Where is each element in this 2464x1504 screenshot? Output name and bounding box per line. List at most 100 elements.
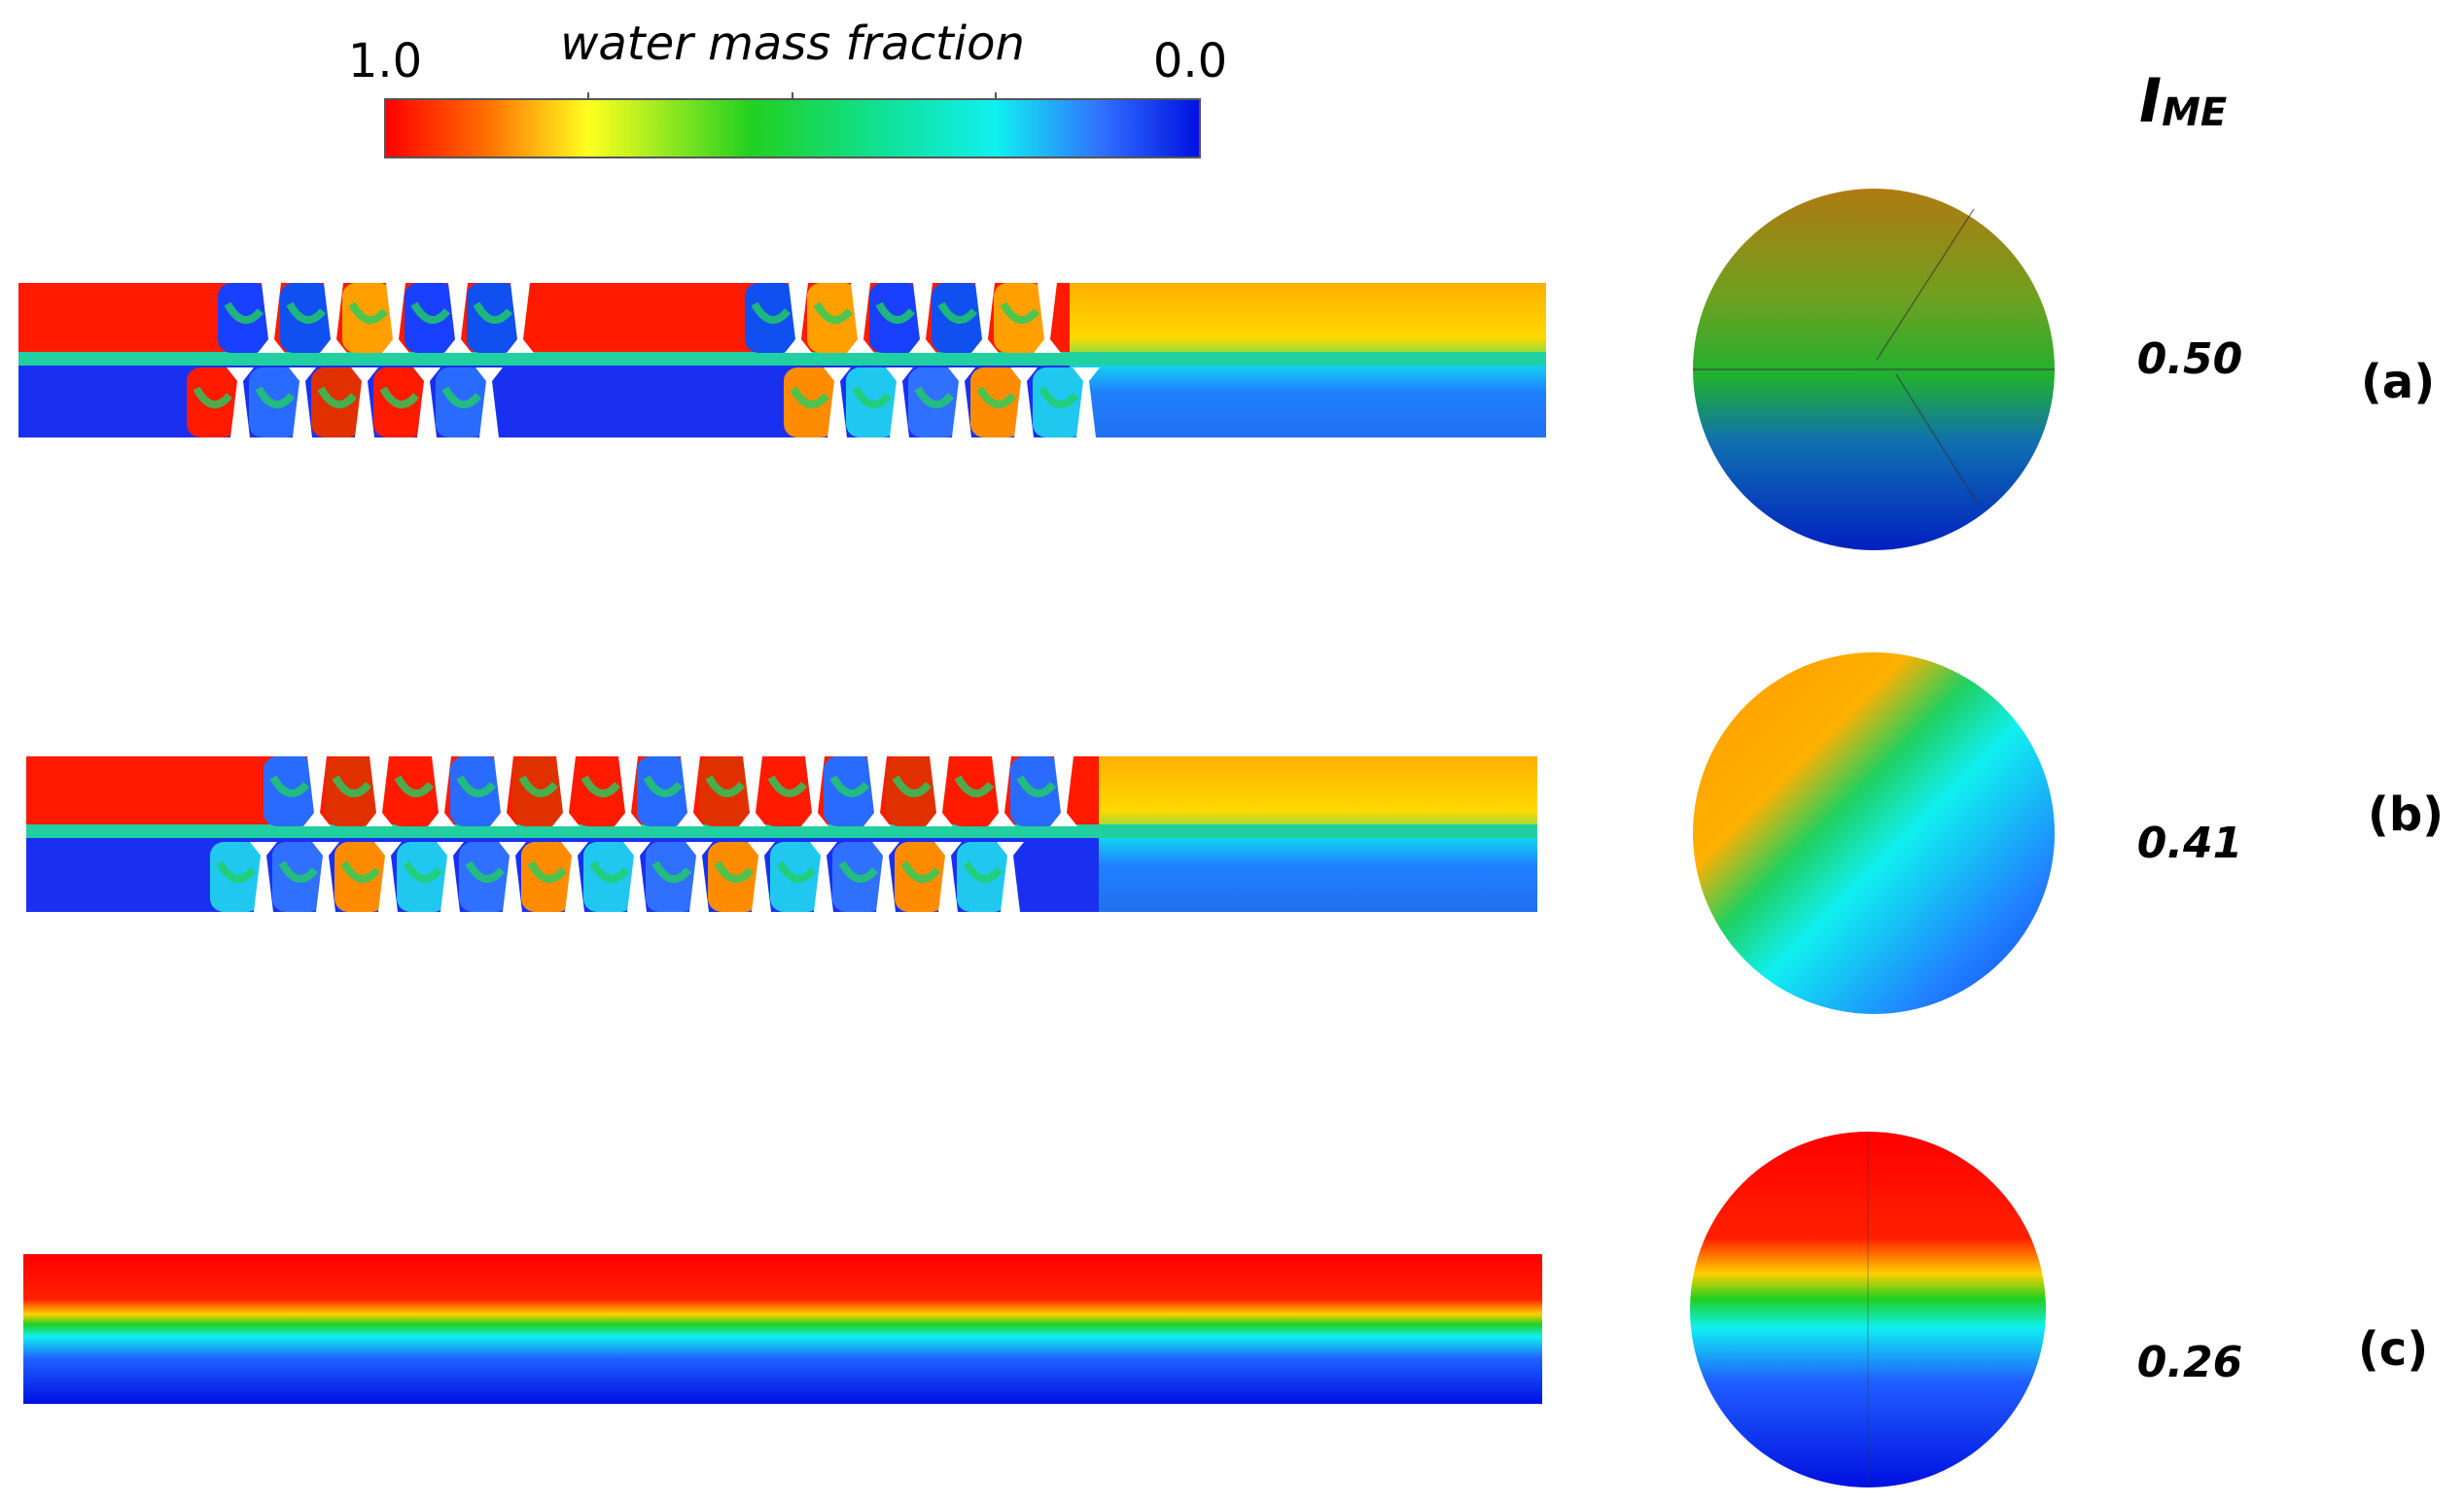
funnel [552, 756, 580, 826]
cross-section-c [1690, 1132, 2046, 1487]
panel-label: (a) [2361, 355, 2435, 409]
funnel [847, 283, 874, 353]
funnel [312, 842, 339, 912]
funnel [748, 842, 775, 912]
chamber-swirl [1000, 301, 1040, 324]
colorbar-title: water mass fraction [560, 17, 1025, 71]
chamber-swirl [875, 301, 916, 324]
chamber-swirl [829, 775, 870, 797]
funnel [490, 756, 517, 826]
funnel [437, 842, 464, 912]
funnel [801, 756, 828, 826]
funnel [686, 842, 713, 912]
chamber-swirl [379, 386, 420, 408]
panel-value: 0.50 [2137, 334, 2243, 384]
funnel [250, 842, 277, 912]
chamber-swirl [589, 860, 630, 883]
funnel [475, 367, 503, 437]
panel-value: 0.26 [2137, 1338, 2243, 1387]
chamber-swirl [790, 386, 830, 408]
index-main: I [2139, 65, 2162, 136]
chamber-swirl [348, 301, 389, 324]
funnel [227, 367, 254, 437]
funnel [948, 367, 975, 437]
chamber-swirl [278, 860, 319, 883]
funnel [507, 283, 534, 353]
chamber-swirl [643, 775, 684, 797]
funnel [351, 367, 378, 437]
chamber-swirl [224, 301, 264, 324]
funnel [258, 283, 285, 353]
index-subscript: ME [2162, 90, 2227, 135]
funnel [934, 842, 962, 912]
chamber-swirl [340, 860, 381, 883]
chamber-swirl [581, 775, 621, 797]
funnel [997, 842, 1024, 912]
chamber-swirl [255, 386, 296, 408]
chamber-swirl [900, 860, 941, 883]
channel-top-tail [1070, 283, 1546, 361]
funnel [971, 283, 999, 353]
funnel [872, 842, 899, 912]
chamber-swirl [914, 386, 955, 408]
panel-label: (b) [2368, 787, 2444, 842]
funnel [1073, 367, 1100, 437]
funnel [289, 367, 316, 437]
funnel [909, 283, 936, 353]
chamber-swirl [286, 301, 327, 324]
colorbar [384, 98, 1201, 158]
chamber-swirl [714, 860, 755, 883]
chamber-swirl [651, 860, 692, 883]
funnel [824, 367, 851, 437]
chamber-swirl [394, 775, 435, 797]
chamber-swirl [1038, 386, 1079, 408]
interface [18, 352, 1546, 366]
funnel [303, 756, 331, 826]
chamber-swirl [852, 386, 893, 408]
chamber-swirl [776, 860, 817, 883]
channel-bottom-tail [1070, 361, 1546, 437]
funnel [374, 842, 402, 912]
chamber-swirl [751, 301, 792, 324]
funnel [677, 756, 704, 826]
funnel [366, 756, 393, 826]
cross-section-a-lines [1693, 208, 2055, 507]
funnel [1034, 283, 1061, 353]
funnel [428, 756, 455, 826]
chamber-swirl [892, 775, 933, 797]
panel-value: 0.41 [2137, 819, 2243, 868]
funnel [561, 842, 588, 912]
chamber-swirl [954, 775, 995, 797]
chamber-swirl [813, 301, 854, 324]
chamber-swirl [767, 775, 808, 797]
funnel [1050, 756, 1077, 826]
funnel [863, 756, 891, 826]
chamber-swirl [332, 775, 372, 797]
chamber-swirl [705, 775, 746, 797]
channel-top-tail [1099, 756, 1537, 834]
funnel [988, 756, 1015, 826]
index-label: IME [2139, 65, 2227, 136]
chamber-swirl [269, 775, 310, 797]
chamber-swirl [838, 860, 879, 883]
funnel [382, 283, 409, 353]
chamber-swirl [473, 301, 513, 324]
chamber-swirl [441, 386, 482, 408]
funnel [739, 756, 766, 826]
chamber-swirl [193, 386, 233, 408]
panel-label: (c) [2358, 1322, 2428, 1377]
chamber-swirl [963, 860, 1003, 883]
channel-c [23, 1254, 1542, 1404]
funnel [810, 842, 837, 912]
chamber-swirl [456, 775, 497, 797]
chamber-swirl [410, 301, 451, 324]
funnel [926, 756, 953, 826]
cross-section-b [1693, 652, 2055, 1014]
chamber-swirl [317, 386, 358, 408]
channel-bottom-tail [1099, 834, 1537, 912]
interface [26, 824, 1537, 838]
chamber-swirl [403, 860, 443, 883]
colorbar-max-label: 1.0 [348, 34, 422, 88]
